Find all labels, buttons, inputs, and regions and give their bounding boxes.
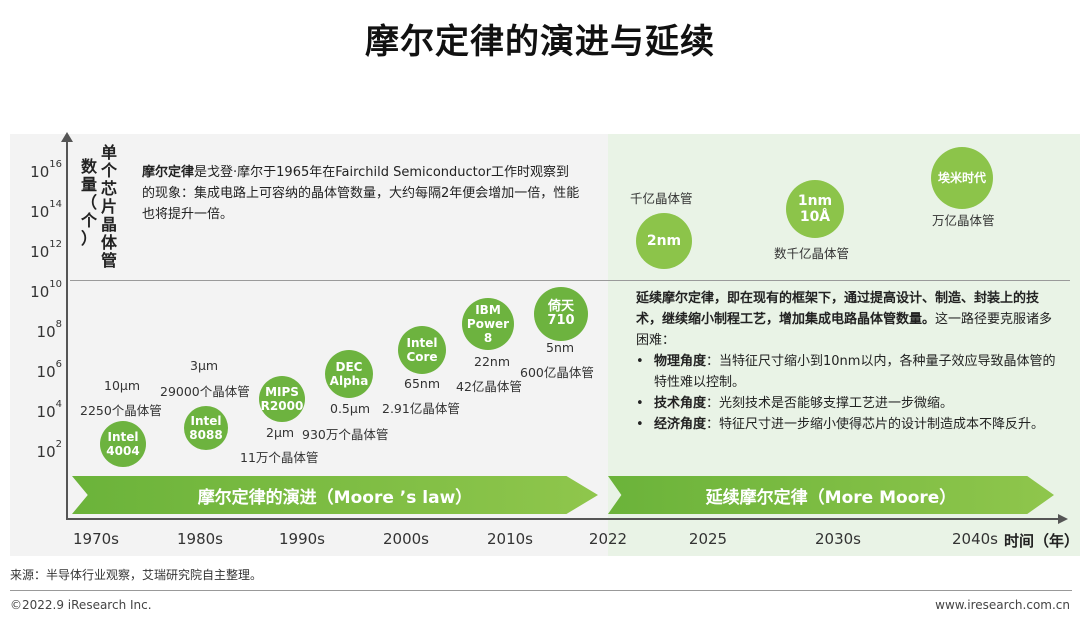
- more-moore-band: 延续摩尔定律（More Moore）: [608, 476, 1054, 514]
- moore-term: 摩尔定律: [142, 165, 195, 180]
- future-bubble-2nm: 2nm: [636, 213, 692, 269]
- moore-text: 是戈登·摩尔于1965年在Fairchild Semiconductor工作时观…: [142, 165, 580, 222]
- more-moore-intro: 延续摩尔定律，即在现有的框架下，通过提高设计、制造、封装上的技术，继续缩小制程工…: [636, 291, 1053, 348]
- bullet-item: • 技术角度：光刻技术是否能够支撑工艺进一步微缩。: [636, 393, 1056, 414]
- x-tick: 1990s: [279, 530, 325, 548]
- x-tick: 2022: [588, 530, 628, 548]
- y-axis-label-col-1: 单 个 芯 片 晶 体 管: [100, 143, 117, 270]
- future-count: 数千亿晶体管: [774, 246, 850, 261]
- chip-bubble-intel-4004: Intel 4004: [100, 421, 146, 467]
- moore-definition: 摩尔定律是戈登·摩尔于1965年在Fairchild Semiconductor…: [142, 162, 582, 225]
- x-axis-line: [66, 518, 1060, 520]
- y-tick: 1014: [30, 199, 62, 221]
- bullet-dot-icon: •: [636, 354, 644, 369]
- more-moore-description: 延续摩尔定律，即在现有的框架下，通过提高设计、制造、封装上的技术，继续缩小制程工…: [636, 288, 1056, 435]
- website-link: www.iresearch.com.cn: [935, 598, 1070, 612]
- divider-line: [70, 280, 1070, 281]
- chip-bubble-intel-8088: Intel 8088: [184, 406, 228, 450]
- x-tick: 1970s: [73, 530, 119, 548]
- x-tick: 2000s: [383, 530, 429, 548]
- chip-node: 22nm: [474, 354, 511, 369]
- chip-count: 2250个晶体管: [80, 403, 162, 418]
- page-title: 摩尔定律的演进与延续: [365, 22, 715, 62]
- x-tick: 2030s: [815, 530, 861, 548]
- x-axis-arrow-icon: [1058, 514, 1068, 524]
- y-tick: 106: [36, 359, 62, 381]
- chip-node: 0.5μm: [330, 401, 371, 416]
- x-tick: 2040s: [952, 530, 998, 548]
- chip-count: 2.91亿晶体管: [382, 401, 460, 416]
- y-axis-arrow-icon: [61, 132, 73, 142]
- y-tick: 102: [36, 439, 62, 461]
- chip-count: 600亿晶体管: [520, 365, 594, 380]
- chip-node: 2μm: [266, 425, 295, 440]
- bullet-item: • 物理角度：当特征尺寸缩小到10nm以内，各种量子效应导致晶体管的特性难以控制。: [636, 351, 1056, 393]
- moores-law-band: 摩尔定律的演进（Moore ’s law）: [72, 476, 598, 514]
- footer-divider: [10, 590, 1072, 591]
- chip-node: 3μm: [190, 358, 219, 373]
- chip-count: 42亿晶体管: [456, 379, 522, 394]
- chip-bubble-dec-alpha: DEC Alpha: [325, 350, 373, 398]
- chip-count: 29000个晶体管: [160, 384, 250, 399]
- future-count: 千亿晶体管: [630, 191, 693, 206]
- x-tick: 2010s: [487, 530, 533, 548]
- y-axis-label-col-2: 数 量 （ 个 ）: [80, 157, 97, 248]
- copyright: ©2022.9 iResearch Inc.: [10, 598, 152, 612]
- chip-node: 65nm: [404, 376, 441, 391]
- chip-bubble-yitian-710: 倚天 710: [534, 287, 588, 341]
- source-note: 来源：半导体行业观察，艾瑞研究院自主整理。: [10, 568, 263, 582]
- chip-node: 5nm: [546, 340, 575, 355]
- bullet-item: • 经济角度：特征尺寸进一步缩小使得芯片的设计制造成本不降反升。: [636, 414, 1056, 435]
- y-tick: 1010: [30, 279, 62, 301]
- x-tick: 2025: [688, 530, 728, 548]
- y-axis-line: [66, 140, 68, 520]
- chip-count: 930万个晶体管: [302, 427, 389, 442]
- chip-bubble-intel-core: Intel Core: [398, 326, 446, 374]
- future-bubble-angstrom: 埃米时代: [931, 147, 993, 209]
- x-tick: 1980s: [177, 530, 223, 548]
- y-tick: 1012: [30, 239, 62, 261]
- y-tick: 1016: [30, 159, 62, 181]
- y-tick: 104: [36, 399, 62, 421]
- bullet-dot-icon: •: [636, 396, 644, 411]
- y-tick: 108: [36, 319, 62, 341]
- chip-count: 11万个晶体管: [240, 450, 319, 465]
- bullet-dot-icon: •: [636, 417, 644, 432]
- chip-bubble-mips-r2000: MIPS R2000: [259, 376, 305, 422]
- chip-node: 10μm: [104, 378, 141, 393]
- future-count: 万亿晶体管: [932, 213, 995, 228]
- chip-bubble-ibm-power-8: IBM Power 8: [462, 298, 514, 350]
- x-axis-label: 时间（年）: [1004, 532, 1080, 550]
- future-bubble-1nm: 1nm 10Å: [786, 180, 844, 238]
